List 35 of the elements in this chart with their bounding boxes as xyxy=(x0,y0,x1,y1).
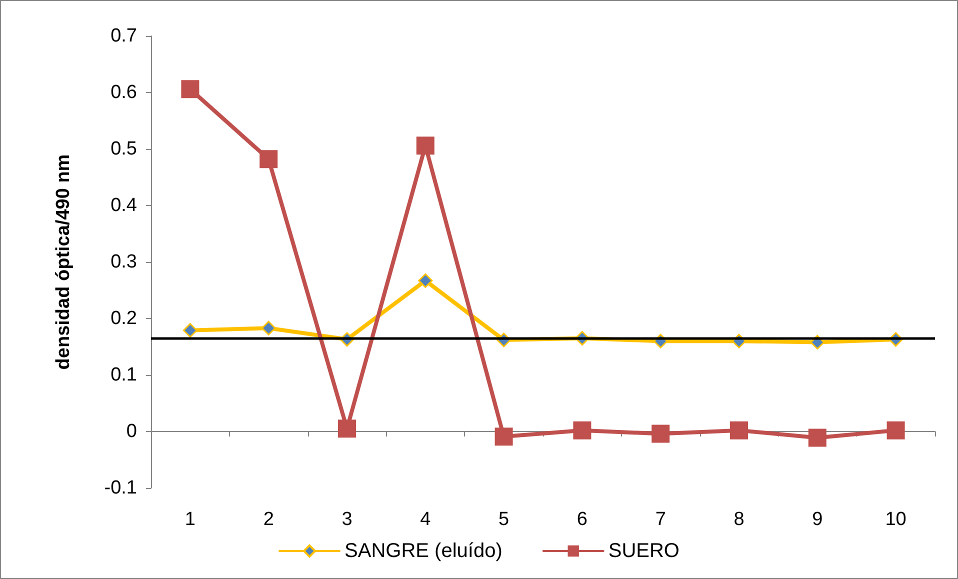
point xyxy=(261,320,276,336)
y-tick-label: 0.6 xyxy=(110,82,137,103)
point xyxy=(494,428,513,446)
y-tick-label: 0.3 xyxy=(110,252,137,272)
point xyxy=(181,80,200,98)
x-tick-label: 10 xyxy=(885,509,906,530)
y-tick-label: 0.4 xyxy=(110,195,138,216)
y-tick-label: 0.1 xyxy=(110,364,137,386)
x-tick-label: 9 xyxy=(812,509,823,530)
point xyxy=(338,420,356,438)
point xyxy=(886,421,905,440)
y-axis-title: densidad óptica/490 nm xyxy=(53,154,74,370)
y-tick-label: 0 xyxy=(126,421,137,442)
point xyxy=(182,323,198,338)
y-tick-label: -0.1 xyxy=(104,478,137,498)
x-tick-label: 1 xyxy=(184,509,196,530)
x-tick-label: 7 xyxy=(655,509,666,530)
x-tick-label: 2 xyxy=(263,509,274,530)
x-tick-label: 8 xyxy=(734,509,744,530)
y-tick-label: 0.5 xyxy=(110,138,137,160)
x-tick-label: 6 xyxy=(576,509,588,530)
y-tick-label: 0.2 xyxy=(110,308,137,329)
legend-label: SANGRE (eluído) xyxy=(344,540,502,562)
point xyxy=(573,421,592,440)
x-tick-label: 5 xyxy=(498,509,510,530)
y-tick-label: 0.7 xyxy=(110,26,137,46)
point xyxy=(260,150,278,168)
legend-label: SUERO xyxy=(608,540,680,562)
x-tick-label: 4 xyxy=(420,509,432,530)
point xyxy=(730,421,748,440)
point xyxy=(416,136,434,155)
point xyxy=(808,428,826,447)
point xyxy=(652,424,670,443)
x-tick-label: 3 xyxy=(342,509,352,530)
point xyxy=(418,273,433,288)
